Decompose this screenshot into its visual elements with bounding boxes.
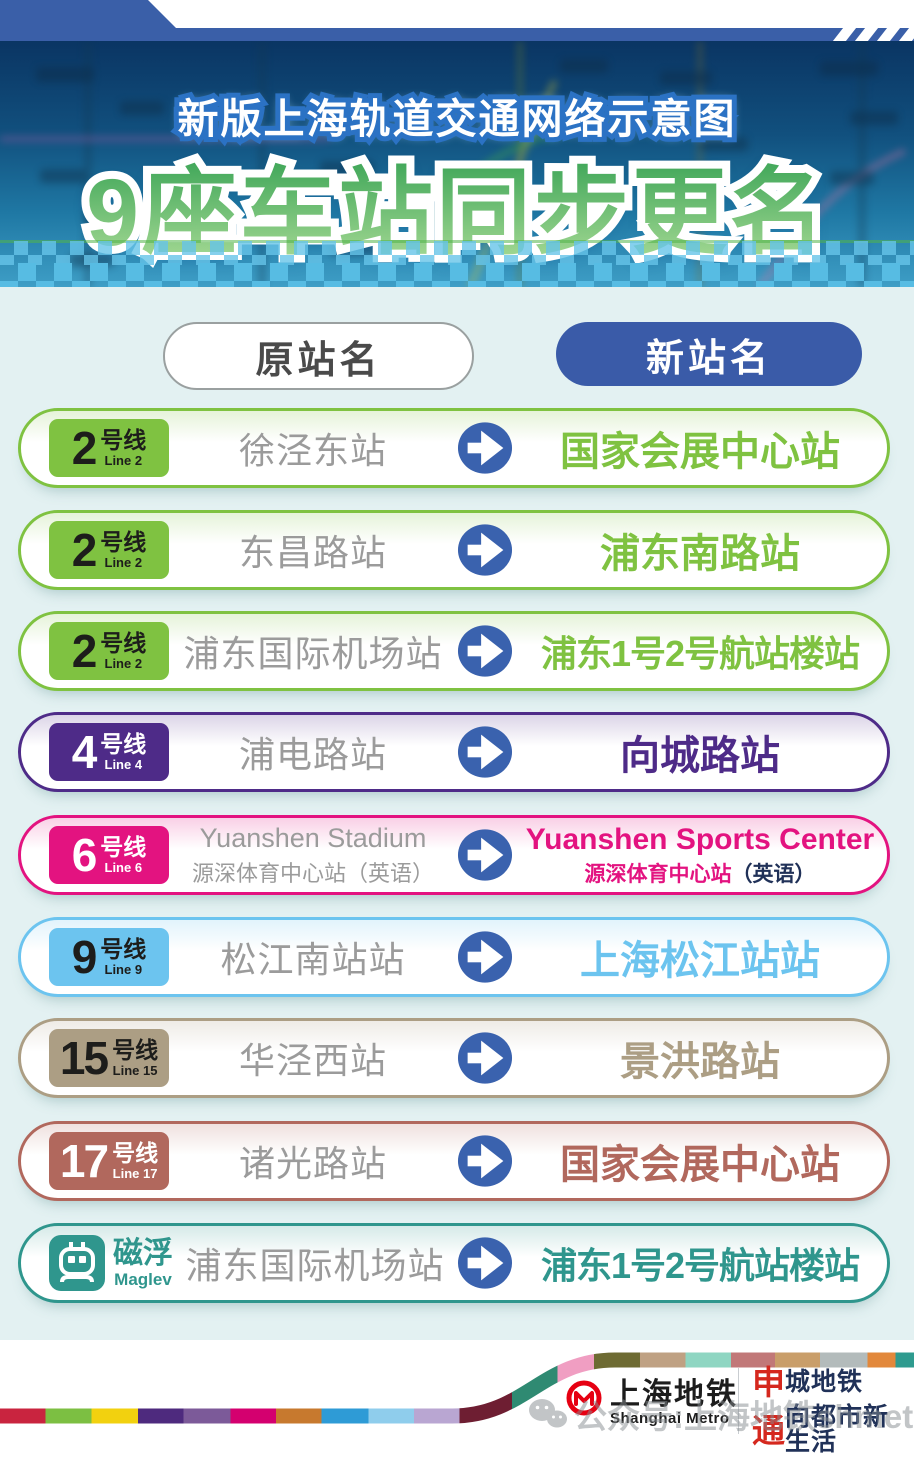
line-badge: 2 号线 Line 2 <box>49 521 169 579</box>
line-suffix-zh: 号线 <box>100 834 147 860</box>
line-number: 2 <box>71 524 98 576</box>
arrow-icon <box>457 1133 513 1189</box>
maglev-train-icon <box>49 1235 105 1291</box>
line-number: 9 <box>71 931 98 983</box>
line-badge: 2 号线 Line 2 <box>49 622 169 680</box>
new-station-name: 向城路站 <box>620 733 780 778</box>
old-station-name: 浦电路站 <box>238 734 387 775</box>
old-station-name: 华泾西站 <box>238 1040 387 1081</box>
wechat-icon <box>529 1399 567 1428</box>
new-station-name: 景洪路站 <box>620 1039 780 1084</box>
stripe <box>876 28 901 41</box>
new-station-name: Yuanshen Sports Center 源深体育中心站（英语） <box>525 822 875 886</box>
rename-row-line2-a: 2 号线 Line 2 徐泾东站 国家会展中心站 <box>18 408 890 488</box>
line-label-en: Line 15 <box>112 1063 158 1078</box>
arrow-icon <box>457 522 513 578</box>
new-station-name: 浦东1号2号航站楼站 <box>540 632 860 674</box>
line-number: 15 <box>59 1032 109 1084</box>
top-left-tab <box>0 0 178 30</box>
new-name-header-pill: 新站名 <box>556 322 862 386</box>
arrow-icon <box>457 420 513 476</box>
line-badge: 17 号线 Line 17 <box>49 1132 169 1190</box>
rename-row-line2-c: 2 号线 Line 2 浦东国际机场站 浦东1号2号航站楼站 <box>18 611 890 691</box>
mosaic-checker-top <box>0 241 914 265</box>
wechat-watermark: 公众号:上海地铁shmetro <box>528 1390 914 1438</box>
arrow-icon <box>457 724 513 780</box>
line-badge: 15 号线 Line 15 <box>49 1029 169 1087</box>
line-suffix-zh: 磁浮 <box>113 1236 173 1270</box>
rename-row-line15: 15 号线 Line 15 华泾西站 景洪路站 <box>18 1018 890 1098</box>
hero-subtitle: 新版上海轨道交通网络示意图 新版上海轨道交通网络示意图 <box>173 91 740 147</box>
mosaic-checker-bottom <box>0 263 914 287</box>
arrow-icon <box>457 623 513 679</box>
line-label-en: Line 2 <box>104 453 143 468</box>
old-station-name: Yuanshen Stadium 源深体育中心站（英语） <box>191 822 434 886</box>
line-suffix-zh: 号线 <box>100 936 147 962</box>
line-badge: 2 号线 Line 2 <box>49 419 169 477</box>
line-suffix-zh: 号线 <box>112 1037 159 1063</box>
line-label-en: Line 6 <box>104 860 143 875</box>
line-badge: 4 号线 Line 4 <box>49 723 169 781</box>
diagonal-stripes <box>832 28 914 41</box>
old-station-name: 东昌路站 <box>238 532 387 573</box>
new-station-name: 浦东1号2号航站楼站 <box>540 1244 860 1286</box>
old-station-name: 松江南站站 <box>220 939 406 980</box>
arrow-icon <box>457 827 513 883</box>
line-label-en: Line 2 <box>104 656 143 671</box>
line-suffix-zh: 号线 <box>100 427 147 453</box>
line-number: 17 <box>59 1135 109 1187</box>
line-number: 6 <box>71 829 98 881</box>
rename-row-line2-b: 2 号线 Line 2 东昌路站 浦东南路站 <box>18 510 890 590</box>
top-blue-band <box>0 28 914 41</box>
line-label-en: Maglev <box>114 1269 172 1289</box>
blurred-metro-map <box>0 41 907 287</box>
line-badge-maglev: 磁浮 Maglev <box>49 1234 173 1292</box>
old-station-name: 诸光路站 <box>238 1143 387 1184</box>
line-suffix-zh: 号线 <box>112 1140 159 1166</box>
line-badge: 9 号线 Line 9 <box>49 928 169 986</box>
hero-header: 新版上海轨道交通网络示意图 新版上海轨道交通网络示意图 9座车站同步更名 9座车… <box>0 41 914 287</box>
line-label-en: Line 2 <box>104 555 143 570</box>
rename-row-maglev: 磁浮 Maglev 浦东国际机场站 浦东1号2号航站楼站 <box>18 1223 890 1303</box>
arrow-icon <box>457 1030 513 1086</box>
new-station-name: 浦东南路站 <box>600 531 800 576</box>
line-number: 2 <box>71 422 98 474</box>
arrow-icon <box>457 929 513 985</box>
line-number: 2 <box>71 625 98 677</box>
line-label-en: Line 17 <box>112 1166 158 1181</box>
line-suffix-zh: 号线 <box>100 731 147 757</box>
rename-row-line6: 6 号线 Line 6 Yuanshen Stadium 源深体育中心站（英语） Y… <box>18 815 890 895</box>
line-label-en: Line 9 <box>104 962 143 977</box>
line-badge: 6 号线 Line 6 <box>49 826 169 884</box>
old-name-header-pill: 原站名 <box>163 322 474 390</box>
line-label-en: Line 4 <box>104 757 143 772</box>
old-station-name: 浦东国际机场站 <box>185 1245 445 1286</box>
old-station-name: 浦东国际机场站 <box>183 633 443 674</box>
rename-row-line4: 4 号线 Line 4 浦电路站 向城路站 <box>18 712 890 792</box>
line-suffix-zh: 号线 <box>100 529 147 555</box>
rename-row-line17: 17 号线 Line 17 诸光路站 国家会展中心站 <box>18 1121 890 1201</box>
new-station-name: 国家会展中心站 <box>560 1142 840 1187</box>
line-suffix-zh: 号线 <box>100 630 147 656</box>
arrow-icon <box>457 1235 513 1291</box>
stripe <box>854 28 879 41</box>
old-station-name: 徐泾东站 <box>238 430 387 471</box>
stripe <box>898 28 914 41</box>
new-station-name: 上海松江站站 <box>580 938 820 983</box>
line-number: 4 <box>71 726 98 778</box>
rename-row-line9: 9 号线 Line 9 松江南站站 上海松江站站 <box>18 917 890 997</box>
new-station-name: 国家会展中心站 <box>560 429 840 474</box>
